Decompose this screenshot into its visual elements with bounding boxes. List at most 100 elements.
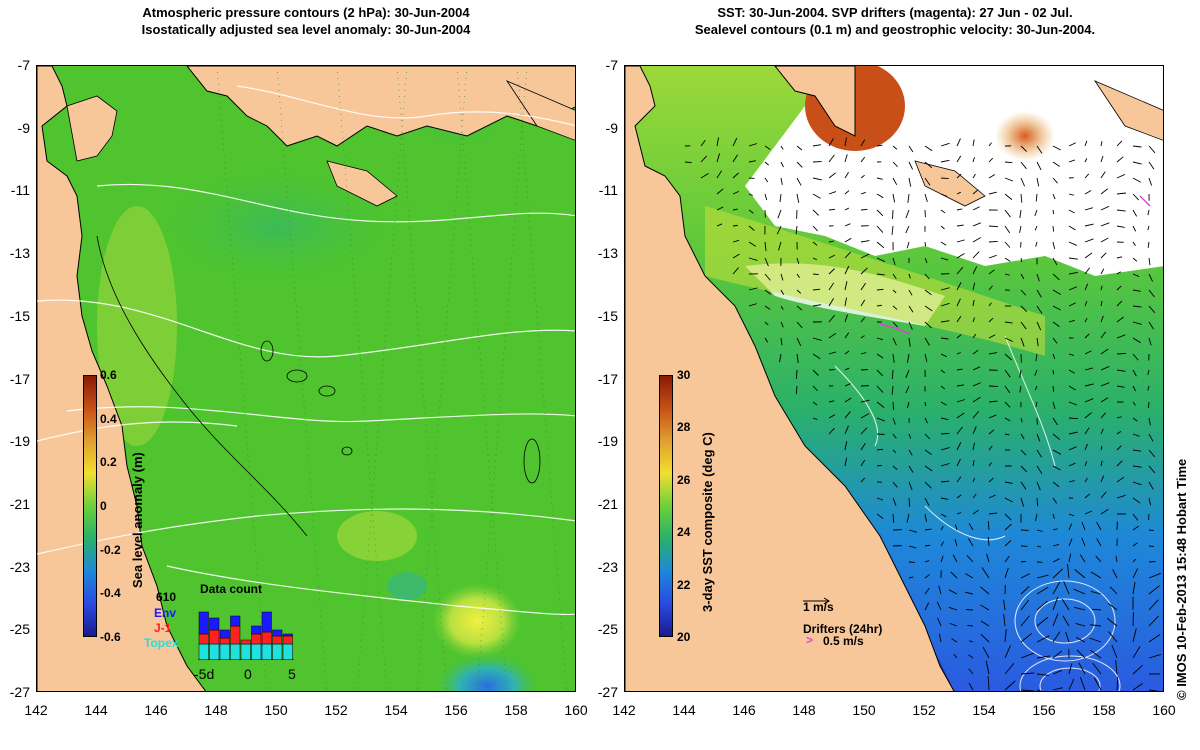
velocity-vector <box>1020 161 1027 170</box>
velocity-vector <box>1068 538 1073 547</box>
velocity-vector <box>1052 161 1060 167</box>
velocity-arrow-icon <box>803 597 830 605</box>
velocity-vector <box>1084 443 1088 451</box>
velocity-vector <box>1084 350 1092 355</box>
velocity-vector <box>780 161 784 168</box>
data-count-tick-5: 5 <box>288 666 296 682</box>
histogram-bar <box>198 643 209 660</box>
velocity-vector <box>1004 645 1011 659</box>
velocity-vector <box>968 654 974 659</box>
velocity-vector <box>1019 209 1022 219</box>
histogram-bar <box>198 633 209 645</box>
velocity-vector <box>776 225 782 235</box>
velocity-vector <box>828 254 836 259</box>
velocity-vector <box>1132 177 1142 183</box>
velocity-vector <box>876 497 884 501</box>
velocity-vector <box>716 223 723 227</box>
velocity-vector <box>844 367 850 371</box>
histogram-bar <box>240 639 251 645</box>
velocity-vector <box>876 337 883 341</box>
velocity-vector <box>1116 385 1125 388</box>
velocity-vector <box>956 208 963 211</box>
velocity-vector <box>905 209 910 219</box>
velocity-vector <box>844 457 848 467</box>
velocity-vector <box>988 317 994 323</box>
velocity-vector <box>1052 669 1063 675</box>
velocity-vector <box>972 157 975 163</box>
velocity-vector <box>988 400 998 403</box>
velocity-vector <box>924 193 928 203</box>
velocity-vector <box>1035 193 1038 202</box>
velocity-vector <box>906 513 910 523</box>
velocity-vector <box>1035 241 1038 247</box>
velocity-vector <box>1132 193 1140 201</box>
velocity-vector <box>844 441 848 451</box>
velocity-vector <box>956 315 962 323</box>
velocity-vector <box>1148 545 1154 548</box>
velocity-vector <box>812 257 818 261</box>
velocity-vector <box>796 161 803 168</box>
velocity-vector <box>1036 305 1043 314</box>
velocity-vector <box>1132 161 1142 165</box>
x-tick-label: 150 <box>264 702 288 718</box>
velocity-vector <box>844 172 849 179</box>
velocity-vector <box>1100 205 1110 211</box>
left-panel-title: Atmospheric pressure contours (2 hPa): 3… <box>36 4 576 38</box>
velocity-vector <box>956 155 962 163</box>
velocity-vector <box>1020 273 1025 280</box>
velocity-vector <box>988 157 994 163</box>
y-tick-label: -19 <box>9 433 30 450</box>
velocity-vector <box>924 161 933 169</box>
velocity-vector <box>812 353 821 360</box>
velocity-vector <box>940 555 944 563</box>
velocity-vector <box>700 172 709 179</box>
histogram-bar <box>219 637 230 645</box>
velocity-vector <box>1068 159 1076 163</box>
x-tick-label: 156 <box>1032 702 1056 718</box>
velocity-vector <box>1112 569 1118 579</box>
velocity-vector <box>1081 537 1086 547</box>
velocity-vector <box>1084 333 1090 339</box>
velocity-vector <box>1089 637 1102 643</box>
velocity-vector <box>892 321 898 328</box>
velocity-vector <box>972 366 981 371</box>
velocity-vector <box>1004 353 1012 361</box>
velocity-vector <box>860 399 870 403</box>
velocity-vector <box>1052 650 1063 659</box>
velocity-vector <box>828 414 836 419</box>
velocity-vector <box>844 237 852 243</box>
velocity-vector <box>732 239 740 243</box>
velocity-vector <box>764 321 769 326</box>
velocity-vector <box>1004 401 1011 408</box>
velocity-vector <box>1004 369 1011 378</box>
velocity-vector <box>764 305 771 310</box>
velocity-vector <box>965 573 974 579</box>
velocity-vector <box>1003 599 1006 611</box>
velocity-vector <box>892 273 897 280</box>
velocity-vector <box>940 369 946 374</box>
velocity-vector <box>1052 225 1055 232</box>
velocity-vector <box>972 189 978 195</box>
velocity-vector <box>1020 337 1025 347</box>
velocity-vector <box>716 188 724 195</box>
velocity-vector <box>908 145 914 153</box>
velocity-vector <box>987 537 990 547</box>
velocity-vector <box>1036 497 1039 507</box>
velocity-vector <box>940 142 950 147</box>
velocity-vector <box>1132 542 1138 547</box>
x-tick-label: 148 <box>792 702 816 718</box>
velocity-vector <box>908 433 912 439</box>
velocity-vector <box>1100 285 1103 291</box>
histogram-bar <box>230 643 241 660</box>
velocity-vector <box>1068 257 1078 260</box>
velocity-vector <box>828 172 836 179</box>
velocity-vector <box>972 349 979 355</box>
velocity-vector <box>844 332 850 339</box>
sst-map-graphic <box>625 66 1163 691</box>
velocity-vector <box>972 251 980 259</box>
velocity-vector <box>1004 417 1011 422</box>
velocity-vector <box>1036 574 1049 579</box>
velocity-vector <box>1078 662 1086 675</box>
velocity-vector <box>1004 662 1015 675</box>
